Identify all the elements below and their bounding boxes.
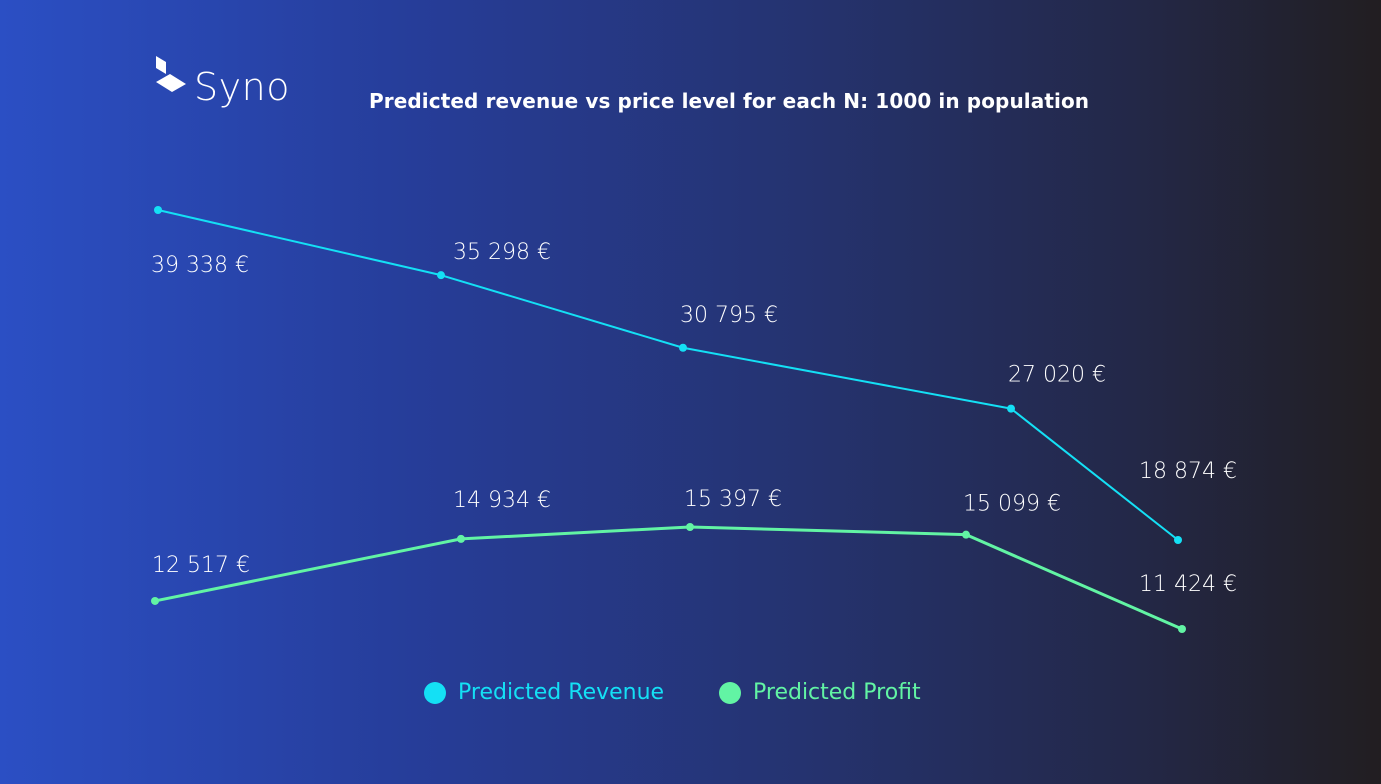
data-label-revenue: 39 338 € — [151, 253, 249, 278]
data-label-revenue: 35 298 € — [453, 240, 551, 265]
data-label-revenue: 30 795 € — [680, 303, 778, 328]
data-label-revenue: 18 874 € — [1139, 459, 1237, 484]
data-label-profit: 15 099 € — [963, 492, 1061, 517]
syno-logo-icon — [156, 56, 186, 92]
data-label-profit: 15 397 € — [684, 487, 782, 512]
data-point-profit — [1178, 625, 1186, 633]
chart-legend: Predicted Revenue Predicted Profit — [0, 680, 1381, 710]
data-label-profit: 11 424 € — [1139, 572, 1237, 597]
series-line-profit — [154, 525, 1183, 631]
legend-item-profit: Predicted Profit — [719, 680, 921, 705]
chart-title: Predicted revenue vs price level for eac… — [369, 89, 1090, 113]
legend-dot-profit — [719, 681, 741, 704]
data-point-revenue — [679, 343, 687, 352]
data-point-revenue — [154, 206, 162, 214]
data-point-profit — [151, 596, 159, 605]
data-point-profit — [686, 523, 694, 531]
legend-dot-revenue — [424, 681, 446, 704]
data-point-profit — [457, 534, 465, 543]
data-point-revenue — [437, 271, 445, 280]
syno-logo: Syno — [152, 54, 290, 106]
data-point-profit — [962, 530, 970, 539]
data-label-revenue: 27 020 € — [1008, 363, 1106, 388]
legend-item-revenue: Predicted Revenue — [424, 680, 664, 705]
data-point-revenue — [1007, 404, 1015, 413]
data-label-profit: 14 934 € — [453, 488, 551, 513]
legend-label-revenue: Predicted Revenue — [458, 680, 665, 705]
legend-label-profit: Predicted Profit — [753, 680, 921, 705]
data-label-profit: 12 517 € — [152, 553, 250, 578]
brand-name: Syno — [194, 65, 290, 109]
data-point-revenue — [1174, 536, 1182, 544]
